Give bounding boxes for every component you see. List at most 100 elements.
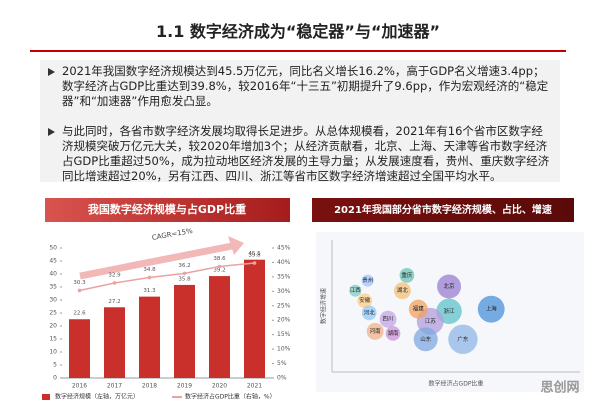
y-tick-label: 30	[49, 297, 57, 304]
x-tick-label: 2018	[142, 383, 157, 390]
data-label: 35.8	[178, 276, 191, 282]
slide-title: 1.1 数字经济成为“稳定器”与“加速器”	[156, 22, 440, 41]
y-tick-label: 5	[53, 362, 57, 369]
line-point	[217, 264, 222, 269]
bubble-label: 贵州	[362, 276, 373, 284]
bubble	[408, 299, 428, 319]
bubble	[413, 327, 438, 352]
y2-tick-label: 30%	[277, 288, 291, 295]
y2-tick-label: 40%	[277, 259, 291, 266]
y2-tick-label: 25%	[277, 302, 291, 309]
y-tick-label: 10	[49, 349, 57, 356]
bubble-label: 浙江	[444, 307, 456, 315]
bubble-label: 福建	[413, 305, 425, 313]
cagr-arrowhead	[228, 236, 244, 255]
y-tick-label: 40	[49, 271, 57, 278]
data-label: 39.2	[213, 268, 225, 274]
bubble	[366, 322, 384, 340]
line-point	[252, 261, 257, 265]
bubble	[385, 326, 401, 341]
bullet-text: 2021年我国数字经济规模达到45.5万亿元，同比名义增长16.2%，高于GDP…	[62, 64, 549, 108]
bubble	[448, 324, 478, 354]
data-label: 22.6	[73, 311, 86, 317]
data-label: 27.2	[108, 299, 120, 305]
x-axis-label: 数字经济占GDP比重	[429, 380, 484, 388]
bubble-label: 广东	[457, 335, 469, 343]
bubble	[399, 268, 415, 283]
y-tick-label: 15	[49, 336, 57, 343]
bubble-label: 上海	[486, 305, 498, 313]
y-tick-label: 45	[49, 258, 57, 265]
bubble	[357, 293, 373, 309]
bubble-label: 江西	[350, 287, 362, 294]
bullet-icon	[48, 68, 55, 76]
bubble	[361, 274, 374, 287]
bullet-icon	[48, 128, 55, 136]
y2-tick-label: 15%	[277, 331, 291, 338]
bubble-label: 湖南	[388, 329, 400, 337]
legend-label: 数字经济规模（左轴，万亿元）	[55, 393, 139, 401]
x-tick-label: 2020	[212, 383, 227, 390]
bubble	[437, 274, 462, 299]
data-label: 30.3	[73, 280, 86, 286]
chart-title: 2021年我国部分省市数字经济规模、占比、增速	[334, 203, 552, 216]
bar	[244, 259, 265, 378]
line-point	[182, 271, 187, 276]
chart-header	[45, 198, 290, 222]
y2-tick-label: 5%	[277, 360, 287, 367]
bar	[139, 296, 160, 378]
bar	[209, 276, 230, 378]
bubble	[349, 284, 362, 297]
chart-title: 我国数字经济规模与占GDP比重	[88, 202, 246, 216]
legend-swatch	[42, 394, 50, 400]
bubble-label: 北京	[444, 282, 456, 290]
x-tick-label: 2016	[72, 383, 87, 390]
data-label: 32.9	[108, 272, 121, 278]
bubble-label: 湖北	[397, 286, 409, 294]
y2-tick-label: 0%	[277, 375, 287, 382]
bubble-label: 河南	[370, 327, 382, 335]
title-rule	[30, 50, 566, 52]
bubble-label: 四川	[383, 316, 394, 323]
x-tick-label: 2021	[247, 383, 262, 390]
legend-label: 数字经济占GDP比重（右轴，%）	[185, 393, 276, 401]
bubble-label: 江苏	[425, 317, 437, 325]
y2-tick-label: 10%	[277, 346, 291, 353]
y-tick-label: 0	[53, 375, 57, 382]
bubble-label: 安徽	[359, 296, 371, 304]
line-point	[147, 275, 152, 280]
bubble-label: 河北	[364, 308, 376, 316]
watermark: 思创网	[540, 380, 579, 396]
cagr-arrow	[79, 242, 233, 280]
annotation: CAGR=15%	[151, 227, 193, 242]
bar	[174, 284, 195, 378]
y2-tick-label: 20%	[277, 317, 291, 324]
data-label: 34.8	[143, 267, 156, 273]
chart-header	[312, 198, 574, 222]
data-label: 38.6	[213, 256, 226, 262]
x-tick-label: 2019	[177, 383, 192, 390]
bubble-label: 重庆	[401, 271, 413, 279]
y2-tick-label: 35%	[277, 273, 291, 280]
data-label: 39.8	[248, 253, 261, 259]
bullet-text: 与此同时，各省市数字经济发展均取得长足进步。从总体规模看，2021年有16个省市…	[62, 124, 550, 183]
y-tick-label: 25	[49, 310, 57, 317]
bubble-label: 山东	[420, 335, 432, 343]
data-label: 45.5	[248, 251, 261, 257]
y-tick-label: 35	[49, 284, 57, 291]
y2-tick-label: 45%	[277, 245, 291, 252]
bar	[69, 319, 90, 378]
bullet-box	[40, 60, 560, 182]
bubble	[379, 310, 397, 328]
bubble	[393, 282, 411, 300]
line-point	[112, 281, 117, 285]
y-tick-label: 20	[49, 323, 57, 330]
bubble	[361, 305, 377, 321]
line	[79, 262, 255, 292]
y-tick-label: 50	[49, 245, 57, 252]
line-point	[77, 288, 82, 293]
bar	[104, 307, 125, 378]
bubble	[477, 295, 505, 323]
